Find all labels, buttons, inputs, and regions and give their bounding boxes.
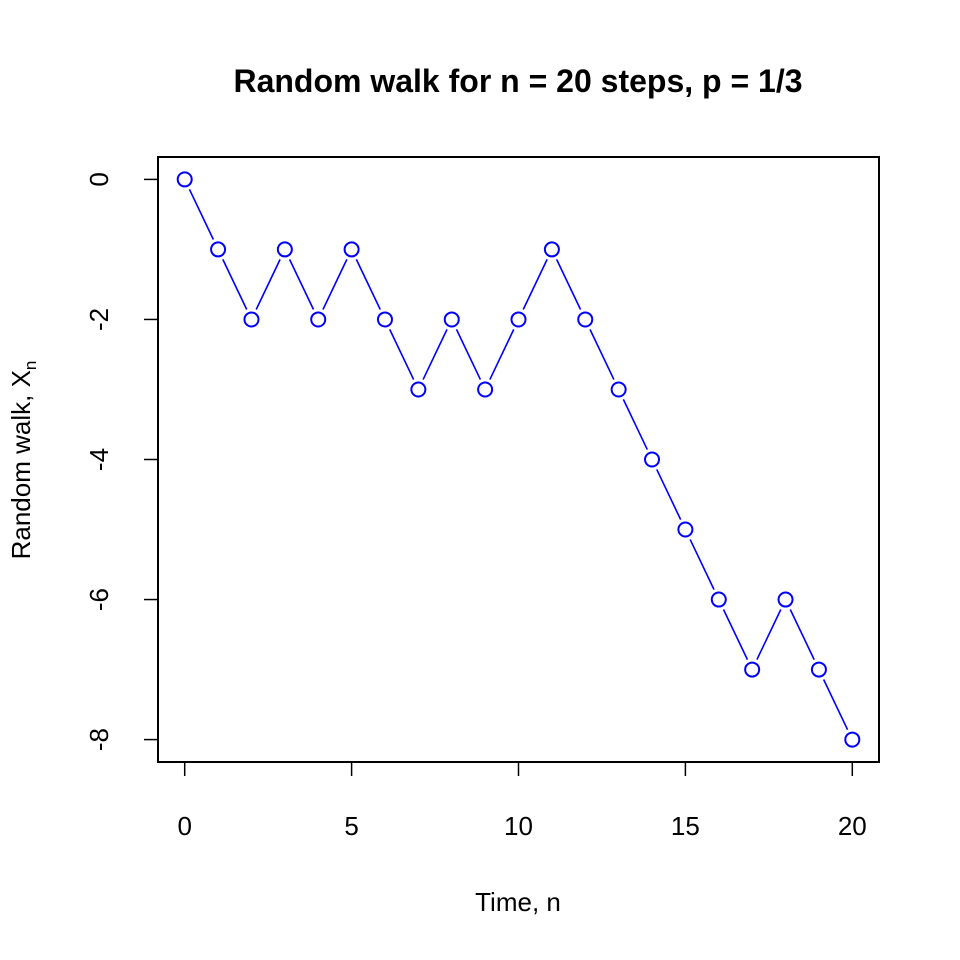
data-point xyxy=(543,241,560,258)
series-segment xyxy=(355,259,381,310)
y-axis-label-main: Random walk, X xyxy=(6,370,36,559)
x-tick-label: 15 xyxy=(671,811,700,841)
series-segment xyxy=(622,399,649,450)
x-tick-label: 5 xyxy=(344,811,358,841)
data-point xyxy=(677,521,694,538)
series-segment xyxy=(255,259,281,310)
plot-frame xyxy=(157,156,880,763)
y-axis-label-subscript: n xyxy=(21,361,40,370)
chart-title: Random walk for n = 20 steps, p = 1/3 xyxy=(233,63,802,99)
data-point xyxy=(376,311,393,328)
data-point xyxy=(343,241,360,258)
data-point xyxy=(510,311,527,328)
series-segment xyxy=(322,259,348,310)
data-point xyxy=(577,311,594,328)
data-point xyxy=(644,451,661,468)
series-segment xyxy=(388,329,415,380)
x-tick-label: 20 xyxy=(838,811,867,841)
data-point xyxy=(844,731,861,748)
series-group xyxy=(176,171,861,748)
series-segment xyxy=(288,259,315,310)
x-axis-label: Time, n xyxy=(475,887,561,917)
series-segment xyxy=(822,679,849,731)
y-tick-label: -2 xyxy=(84,308,114,331)
data-point xyxy=(243,311,260,328)
y-tick-label: -8 xyxy=(84,728,114,751)
y-tick-label: 0 xyxy=(84,172,114,186)
x-axis: 0 5 10 15 20 xyxy=(177,761,867,841)
series-segment xyxy=(422,329,448,380)
data-point xyxy=(210,241,227,258)
series-segment xyxy=(522,259,548,310)
data-point xyxy=(610,381,627,398)
x-tick-label: 10 xyxy=(504,811,533,841)
y-tick-label: -6 xyxy=(84,588,114,611)
y-axis: 0 -2 -4 -6 -8 xyxy=(84,172,159,751)
data-point xyxy=(310,311,327,328)
series-segment xyxy=(656,469,682,520)
series-segment xyxy=(222,259,248,310)
series-segment xyxy=(789,609,815,660)
series-segment xyxy=(489,329,515,380)
y-tick-label: -4 xyxy=(84,448,114,471)
data-point xyxy=(276,241,293,258)
series-segment xyxy=(756,609,782,660)
series-segment xyxy=(722,609,749,660)
data-point xyxy=(176,171,193,188)
series-segment xyxy=(555,259,582,310)
series-segment xyxy=(188,188,215,240)
data-point xyxy=(777,591,794,608)
series-segment xyxy=(689,539,715,590)
data-point xyxy=(443,311,460,328)
x-tick-label: 0 xyxy=(177,811,191,841)
data-point xyxy=(477,381,494,398)
data-point xyxy=(810,661,827,678)
series-segment xyxy=(589,329,615,380)
data-point xyxy=(710,591,727,608)
y-axis-label: Random walk, Xn xyxy=(6,361,40,560)
series-segment xyxy=(455,329,482,380)
data-point xyxy=(410,381,427,398)
data-point xyxy=(744,661,761,678)
